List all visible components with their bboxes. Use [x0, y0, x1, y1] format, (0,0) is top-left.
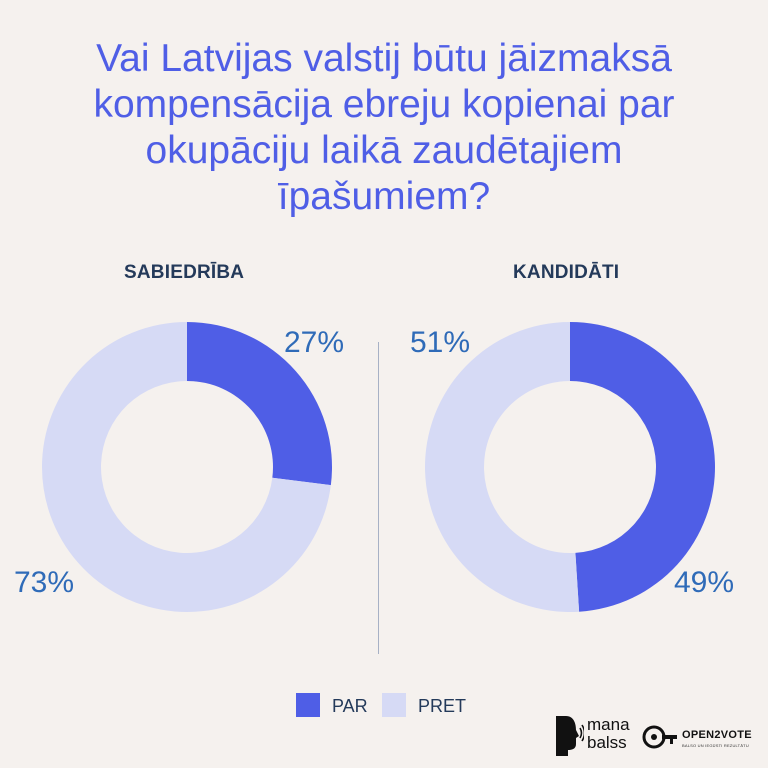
open2vote-tagline: BALSO UN IEGŪSTI REZULTĀTU — [682, 743, 749, 748]
left-par-label: 27% — [284, 326, 345, 359]
open2vote-logo: OPEN2VOTE BALSO UN IEGŪSTI REZULTĀTU — [642, 720, 766, 760]
speaking-head-icon — [556, 716, 584, 756]
legend-label-par: PAR — [332, 696, 368, 716]
chart-title: Vai Latvijas valstij būtu jāizmaksā komp… — [93, 37, 675, 218]
left-slice-par — [187, 322, 332, 486]
legend-swatch-pret — [382, 693, 406, 717]
right-slice-pret — [424, 322, 580, 612]
left-chart-label: SABIEDRĪBA — [124, 262, 245, 283]
legend-swatch-par — [296, 693, 320, 717]
mana-balss-logo: mana balss — [554, 714, 634, 758]
right-chart-label: KANDIDĀTI — [513, 262, 620, 283]
right-par-label: 49% — [674, 566, 735, 599]
chart-divider — [378, 342, 379, 654]
open2vote-name: OPEN2VOTE — [682, 729, 752, 741]
right-slice-par — [570, 322, 715, 612]
left-slice-pret — [41, 322, 331, 612]
left-pret-label: 73% — [14, 566, 75, 599]
legend-label-pret: PRET — [418, 696, 467, 716]
right-pret-label: 51% — [410, 326, 471, 359]
mana-balss-text: mana balss — [587, 715, 630, 752]
key-icon — [642, 725, 677, 749]
